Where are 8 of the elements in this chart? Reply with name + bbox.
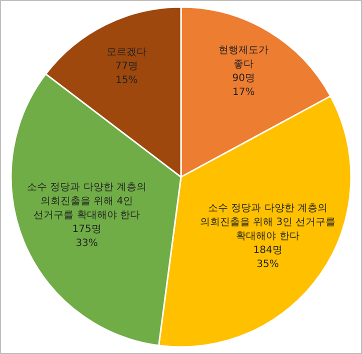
slice-label: 소수 정당과 다양한 계층의 의회진출을 위해 4인 선거구를 확대해야 한다 xyxy=(26,181,148,224)
data-label: 77명 15% xyxy=(114,60,140,88)
slice-label: 모르겠다 xyxy=(106,46,148,60)
slice-label: 현행제도가 좋다 xyxy=(218,44,270,72)
data-label: 90명 17% xyxy=(231,72,256,100)
data-label: 175명 33% xyxy=(71,223,102,252)
slice-label: 소수 정당과 다양한 계층의 의회진출을 위해 3인 선거구를 확대해야 한다 xyxy=(198,202,337,244)
data-label: 184명 35% xyxy=(252,244,284,272)
